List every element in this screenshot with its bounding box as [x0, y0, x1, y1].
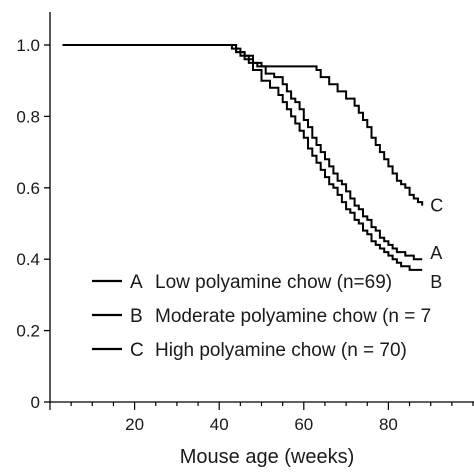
legend-key-a: A — [130, 272, 143, 293]
y-tick-label: 0 — [31, 393, 40, 412]
y-tick-label: 0.2 — [16, 322, 40, 341]
y-tick-label: 0.4 — [16, 250, 40, 269]
survival-curves — [62, 44, 424, 271]
x-tick-label: 80 — [379, 415, 398, 434]
x-axis-ticks: 20 40 60 80 — [49, 402, 474, 434]
end-label-c: C — [430, 196, 443, 216]
legend: A Low polyamine chow (n=69) B Moderate poly… — [92, 272, 431, 361]
y-axis-ticks: 0 0.2 0.4 0.6 0.8 1.0 — [16, 36, 50, 412]
legend-key-b: B — [130, 306, 143, 327]
y-tick-label: 1.0 — [16, 36, 40, 55]
y-tick-label: 0.8 — [16, 107, 40, 126]
legend-label-b: Moderate polyamine chow (n = 7 — [155, 306, 431, 327]
legend-key-c: C — [130, 340, 144, 361]
x-axis-label: Mouse age (weeks) — [180, 446, 355, 468]
series-line-b — [62, 44, 423, 271]
x-tick-label: 60 — [294, 415, 313, 434]
y-tick-label: 0.6 — [16, 179, 40, 198]
series-line-a — [62, 44, 423, 261]
legend-label-c: High polyamine chow (n = 70) — [155, 340, 407, 361]
end-label-b: B — [430, 272, 442, 292]
curve-end-labels: AB C — [430, 196, 443, 292]
series-line-c — [62, 44, 424, 206]
x-tick-label: 40 — [210, 415, 229, 434]
legend-label-a: Low polyamine chow (n=69) — [155, 272, 392, 293]
x-tick-label: 20 — [125, 415, 144, 434]
end-label-a: A — [430, 243, 442, 263]
